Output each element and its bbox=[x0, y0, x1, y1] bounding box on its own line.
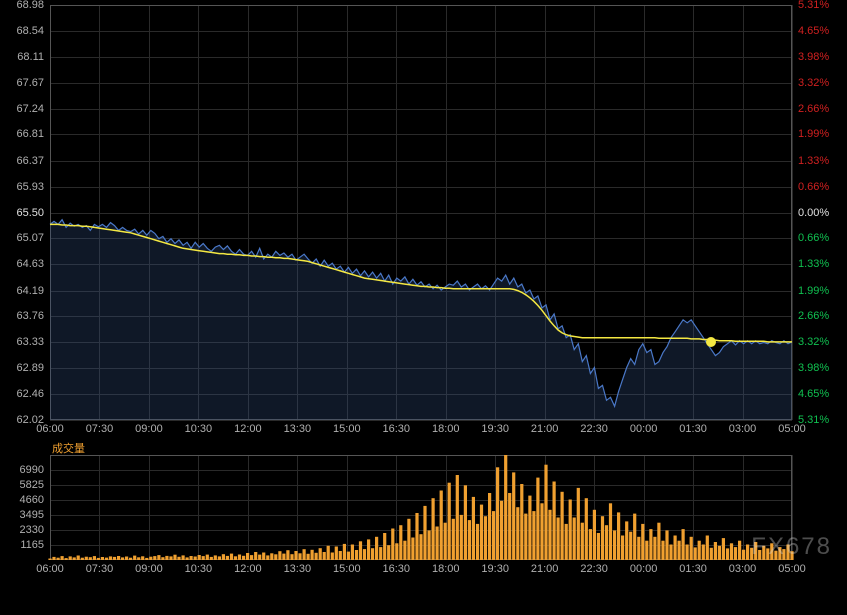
time-tick: 03:00 bbox=[723, 563, 763, 575]
price-tick-left: 67.24 bbox=[0, 103, 44, 115]
price-tick-left: 64.63 bbox=[0, 258, 44, 270]
time-tick: 09:00 bbox=[129, 563, 169, 575]
volume-tick: 1165 bbox=[0, 539, 44, 551]
price-tick-right: 3.98% bbox=[798, 51, 829, 63]
price-tick-right: 1.33% bbox=[798, 258, 829, 270]
time-tick: 13:30 bbox=[277, 423, 317, 435]
price-tick-left: 63.76 bbox=[0, 310, 44, 322]
time-tick: 18:00 bbox=[426, 563, 466, 575]
time-tick: 10:30 bbox=[178, 423, 218, 435]
price-tick-left: 63.33 bbox=[0, 336, 44, 348]
price-tick-right: 0.00% bbox=[798, 207, 829, 219]
price-tick-right: 1.99% bbox=[798, 128, 829, 140]
time-tick: 10:30 bbox=[178, 563, 218, 575]
time-tick: 05:00 bbox=[772, 423, 812, 435]
time-tick: 21:00 bbox=[525, 423, 565, 435]
time-tick: 00:00 bbox=[624, 423, 664, 435]
price-tick-right: 0.66% bbox=[798, 181, 829, 193]
time-tick: 03:00 bbox=[723, 423, 763, 435]
price-tick-right: 3.32% bbox=[798, 336, 829, 348]
price-tick-left: 68.98 bbox=[0, 0, 44, 11]
price-tick-left: 62.46 bbox=[0, 388, 44, 400]
price-tick-left: 66.37 bbox=[0, 155, 44, 167]
time-tick: 16:30 bbox=[376, 423, 416, 435]
price-tick-left: 66.81 bbox=[0, 128, 44, 140]
time-tick: 13:30 bbox=[277, 563, 317, 575]
time-tick: 09:00 bbox=[129, 423, 169, 435]
volume-tick: 5825 bbox=[0, 479, 44, 491]
time-tick: 15:00 bbox=[327, 563, 367, 575]
current-price-dot bbox=[706, 337, 716, 347]
time-tick: 19:30 bbox=[475, 563, 515, 575]
price-tick-right: 2.66% bbox=[798, 103, 829, 115]
time-tick: 05:00 bbox=[772, 563, 812, 575]
time-tick: 16:30 bbox=[376, 563, 416, 575]
price-tick-right: 2.66% bbox=[798, 310, 829, 322]
price-chart bbox=[0, 0, 847, 430]
volume-tick: 4660 bbox=[0, 494, 44, 506]
volume-label: 成交量 bbox=[52, 440, 85, 456]
volume-tick: 2330 bbox=[0, 524, 44, 536]
time-tick: 01:30 bbox=[673, 563, 713, 575]
price-tick-right: 1.33% bbox=[798, 155, 829, 167]
price-tick-right: 1.99% bbox=[798, 285, 829, 297]
price-tick-left: 67.67 bbox=[0, 77, 44, 89]
price-tick-right: 5.31% bbox=[798, 0, 829, 11]
price-tick-left: 64.19 bbox=[0, 285, 44, 297]
time-tick: 07:30 bbox=[79, 563, 119, 575]
price-tick-right: 3.32% bbox=[798, 77, 829, 89]
chart-container: 68.98 68.54 68.11 67.67 67.24 66.81 66.37 65.93… bbox=[0, 0, 847, 591]
time-tick: 01:30 bbox=[673, 423, 713, 435]
time-tick: 06:00 bbox=[30, 423, 70, 435]
price-tick-left: 68.54 bbox=[0, 25, 44, 37]
price-tick-left: 62.89 bbox=[0, 362, 44, 374]
time-tick: 21:00 bbox=[525, 563, 565, 575]
time-tick: 22:30 bbox=[574, 563, 614, 575]
price-tick-left: 68.11 bbox=[0, 51, 44, 63]
price-tick-right: 0.66% bbox=[798, 232, 829, 244]
time-tick: 19:30 bbox=[475, 423, 515, 435]
time-tick: 06:00 bbox=[30, 563, 70, 575]
price-tick-right: 3.98% bbox=[798, 362, 829, 374]
time-tick: 15:00 bbox=[327, 423, 367, 435]
time-tick: 12:00 bbox=[228, 423, 268, 435]
time-tick: 00:00 bbox=[624, 563, 664, 575]
volume-tick: 6990 bbox=[0, 464, 44, 476]
price-tick-left: 65.07 bbox=[0, 232, 44, 244]
price-tick-left: 65.93 bbox=[0, 181, 44, 193]
time-tick: 22:30 bbox=[574, 423, 614, 435]
time-tick: 07:30 bbox=[79, 423, 119, 435]
time-tick: 12:00 bbox=[228, 563, 268, 575]
price-panel[interactable]: 68.98 68.54 68.11 67.67 67.24 66.81 66.37 65.93… bbox=[0, 0, 847, 425]
volume-panel[interactable]: 成交量 6990 5825 4660 3495 2330 1165 06:00 07:30 0… bbox=[0, 440, 847, 591]
price-tick-right: 4.65% bbox=[798, 388, 829, 400]
volume-tick: 3495 bbox=[0, 509, 44, 521]
price-tick-left: 65.50 bbox=[0, 207, 44, 219]
volume-chart bbox=[0, 455, 847, 615]
price-tick-right: 4.65% bbox=[798, 25, 829, 37]
watermark: FX678 bbox=[751, 533, 832, 561]
time-tick: 18:00 bbox=[426, 423, 466, 435]
